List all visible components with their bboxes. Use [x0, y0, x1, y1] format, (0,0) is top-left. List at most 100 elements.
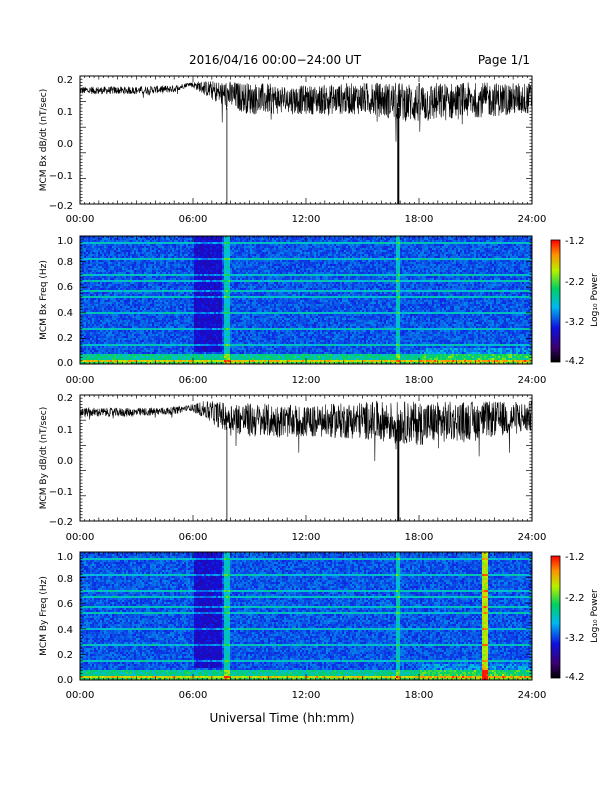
spectrogram-cell: [208, 244, 211, 247]
spectrogram-cell: [104, 242, 107, 245]
spectrogram-cell: [290, 272, 293, 275]
spectrogram-cell: [512, 248, 515, 251]
spectrogram-cell: [414, 274, 417, 277]
spectrogram-cell: [282, 252, 285, 255]
spectrogram-cell: [378, 268, 381, 271]
spectrogram-cell: [418, 274, 421, 277]
spectrogram-cell: [158, 258, 161, 261]
spectrogram-cell: [384, 266, 387, 269]
spectrogram-cell: [314, 268, 317, 271]
spectrogram-cell: [360, 254, 363, 257]
spectrogram-cell: [336, 244, 339, 247]
spectrogram-cell: [176, 266, 179, 269]
spectrogram-cell: [218, 236, 221, 239]
spectrogram-cell: [284, 246, 287, 249]
spectrogram-cell: [426, 262, 429, 265]
spectrogram-cell: [316, 276, 319, 279]
spectrogram-cell: [382, 242, 385, 245]
spectrogram-cell: [456, 268, 459, 271]
spectrogram-cell: [522, 270, 525, 273]
spectrogram-cell: [156, 252, 159, 255]
spectrogram-cell: [446, 274, 449, 277]
spectrogram-cell: [458, 266, 461, 269]
spectrogram-cell: [478, 262, 481, 265]
spectrogram-cell: [130, 260, 133, 263]
spectrogram-cell: [386, 274, 389, 277]
spectrogram-cell: [458, 264, 461, 267]
spectrogram-cell: [256, 254, 259, 257]
spectrogram-cell: [120, 274, 123, 277]
spectrogram-cell: [346, 256, 349, 259]
spectrogram-cell: [146, 236, 149, 239]
spectrogram-cell: [390, 272, 393, 275]
spectrogram-cell: [142, 266, 145, 269]
spectrogram-cell: [424, 258, 427, 261]
spectrogram-cell: [500, 244, 503, 247]
spectrogram-cell: [128, 256, 131, 259]
spectrogram-cell: [286, 250, 289, 253]
spectrogram-cell: [352, 252, 355, 255]
spectrogram-cell: [432, 262, 435, 265]
spectrogram-cell: [398, 272, 401, 275]
spectrogram-cell: [176, 276, 179, 279]
spectrogram-cell: [430, 264, 433, 267]
spectrogram-cell: [114, 250, 117, 253]
spectrogram-cell: [312, 268, 315, 271]
spectrogram-cell: [360, 272, 363, 275]
spectrogram-cell: [364, 274, 367, 277]
spectrogram-cell: [278, 246, 281, 249]
spectrogram-cell: [210, 254, 213, 257]
spectrogram-cell: [228, 244, 231, 247]
spectrogram-cell: [132, 274, 135, 277]
spectrogram-cell: [300, 250, 303, 253]
spectrogram-cell: [314, 242, 317, 245]
spectrogram-cell: [254, 274, 257, 277]
spectrogram-cell: [466, 268, 469, 271]
spectrogram-cell: [384, 256, 387, 259]
spectrogram-cell: [212, 256, 215, 259]
spectrogram-cell: [126, 256, 129, 259]
spectrogram-cell: [260, 236, 263, 239]
spectrogram-cell: [224, 268, 227, 271]
spectrogram-cell: [88, 250, 91, 253]
spectrogram-cell: [352, 264, 355, 267]
spectrogram-cell: [514, 264, 517, 267]
spectrogram-cell: [184, 258, 187, 261]
spectrogram-cell: [138, 276, 141, 279]
spectrogram-cell: [430, 274, 433, 277]
spectrogram-cell: [516, 254, 519, 257]
spectrogram-cell: [146, 266, 149, 269]
spectrogram-cell: [452, 256, 455, 259]
spectrogram-cell: [240, 252, 243, 255]
spectrogram-cell: [108, 262, 111, 265]
spectrogram-cell: [106, 262, 109, 265]
spectrogram-cell: [208, 276, 211, 279]
spectrogram-cell: [348, 252, 351, 255]
spectrogram-cell: [272, 274, 275, 277]
spectrogram-cell: [280, 274, 283, 277]
spectrogram-cell: [264, 270, 267, 273]
spectrogram-cell: [318, 258, 321, 261]
spectrogram-cell: [318, 270, 321, 273]
spectrogram-cell: [524, 244, 527, 247]
spectrogram-cell: [204, 258, 207, 261]
spectrogram-cell: [324, 276, 327, 279]
spectrogram-cell: [460, 246, 463, 249]
spectrogram-cell: [160, 262, 163, 265]
spectrogram-cell: [344, 266, 347, 269]
spectrogram-cell: [306, 256, 309, 259]
spectrogram-cell: [402, 250, 405, 253]
spectrogram-cell: [526, 264, 529, 267]
spectrogram-cell: [102, 252, 105, 255]
spectrogram-cell: [470, 246, 473, 249]
spectrogram-cell: [280, 240, 283, 243]
spectrogram-cell: [106, 264, 109, 267]
spectrogram-cell: [344, 244, 347, 247]
spectrogram-cell: [138, 270, 141, 273]
spectrogram-cell: [414, 236, 417, 239]
spectrogram-cell: [282, 236, 285, 239]
spectrogram-cell: [192, 274, 195, 277]
spectrogram-cell: [316, 274, 319, 277]
spectrogram-cell: [414, 238, 417, 241]
spectrogram-cell: [126, 266, 129, 269]
